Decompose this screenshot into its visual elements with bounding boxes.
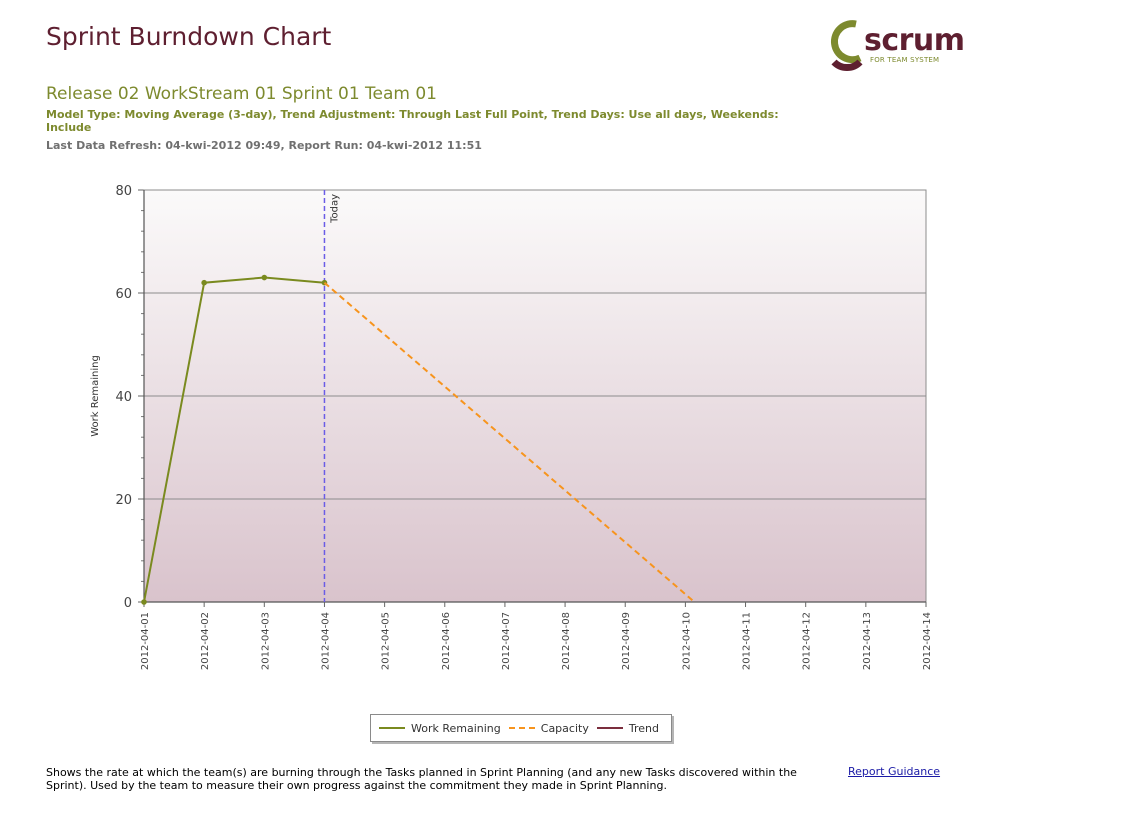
legend-swatch-work-remaining (379, 727, 405, 729)
legend-item-work-remaining: Work Remaining (379, 722, 501, 735)
x-tick-label-2012-04-13: 2012-04-13 (862, 612, 873, 670)
x-tick-label-2012-04-08: 2012-04-08 (561, 612, 572, 670)
x-tick-label-2012-04-01: 2012-04-01 (140, 612, 151, 670)
report-description: Shows the rate at which the team(s) are … (46, 766, 797, 792)
scrum-logo: scrum FOR TEAM SYSTEM (826, 18, 976, 76)
data-point-work-remaining-0 (141, 599, 147, 605)
x-tick-label-2012-04-03: 2012-04-03 (260, 612, 271, 670)
series: Today (141, 190, 696, 605)
report-guidance-link[interactable]: Report Guidance (848, 765, 941, 778)
x-tick-label-2012-04-02: 2012-04-02 (200, 612, 211, 670)
x-tick-label-2012-04-06: 2012-04-06 (441, 612, 452, 670)
y-tick-label-40: 40 (115, 390, 132, 405)
x-tick-label-2012-04-04: 2012-04-04 (320, 612, 331, 670)
x-tick-label-2012-04-05: 2012-04-05 (381, 612, 392, 670)
today-marker-label: Today (329, 194, 340, 224)
logo-tagline: FOR TEAM SYSTEM (870, 56, 940, 64)
y-tick-label-0: 0 (124, 596, 132, 611)
legend-label-trend: Trend (628, 721, 659, 735)
legend-swatch-capacity (508, 727, 535, 729)
legend-label-work-remaining: Work Remaining (411, 721, 501, 735)
y-tick-label-20: 20 (115, 493, 132, 508)
x-tick-label-2012-04-11: 2012-04-11 (742, 612, 753, 670)
series-line-work-remaining (143, 276, 325, 603)
refresh-info: Last Data Refresh: 04-kwi-2012 09:49, Re… (46, 139, 482, 152)
logo-word: scrum (864, 23, 965, 58)
series-line-capacity (323, 281, 696, 603)
legend-item-trend: Trend (596, 721, 659, 735)
legend-label-capacity: Capacity (540, 721, 589, 735)
x-tick-label-2012-04-14: 2012-04-14 (922, 612, 933, 670)
legend-swatch-trend (596, 727, 623, 729)
model-info: Model Type: Moving Average (3-day), Tren… (46, 108, 779, 134)
report-subtitle: Release 02 WorkStream 01 Sprint 01 Team … (46, 84, 437, 104)
scrum-logo-mark (831, 20, 863, 71)
data-point-work-remaining-2 (261, 274, 268, 281)
x-tick-label-2012-04-09: 2012-04-09 (621, 612, 632, 670)
x-tick-label-2012-04-10: 2012-04-10 (681, 612, 692, 670)
report-title: Sprint Burndown Chart (46, 22, 332, 51)
y-axis-label: Work Remaining (90, 355, 101, 437)
legend-item-capacity: Capacity (508, 721, 589, 735)
x-tick-label-2012-04-12: 2012-04-12 (802, 612, 813, 670)
y-tick-label-60: 60 (115, 287, 132, 302)
x-tick-label-2012-04-07: 2012-04-07 (501, 612, 512, 670)
burndown-chart: 0 20 40 60 80 2012-04-01 2012-04-02 2012-04-03 2… (90, 184, 933, 670)
chart-legend: Work Remaining Capacity Trend (370, 714, 672, 742)
data-point-work-remaining-1 (201, 279, 207, 286)
axes: 0 20 40 60 80 2012-04-01 2012-04-02 2012-04-03 2… (115, 184, 933, 670)
y-tick-label-80: 80 (115, 184, 132, 199)
